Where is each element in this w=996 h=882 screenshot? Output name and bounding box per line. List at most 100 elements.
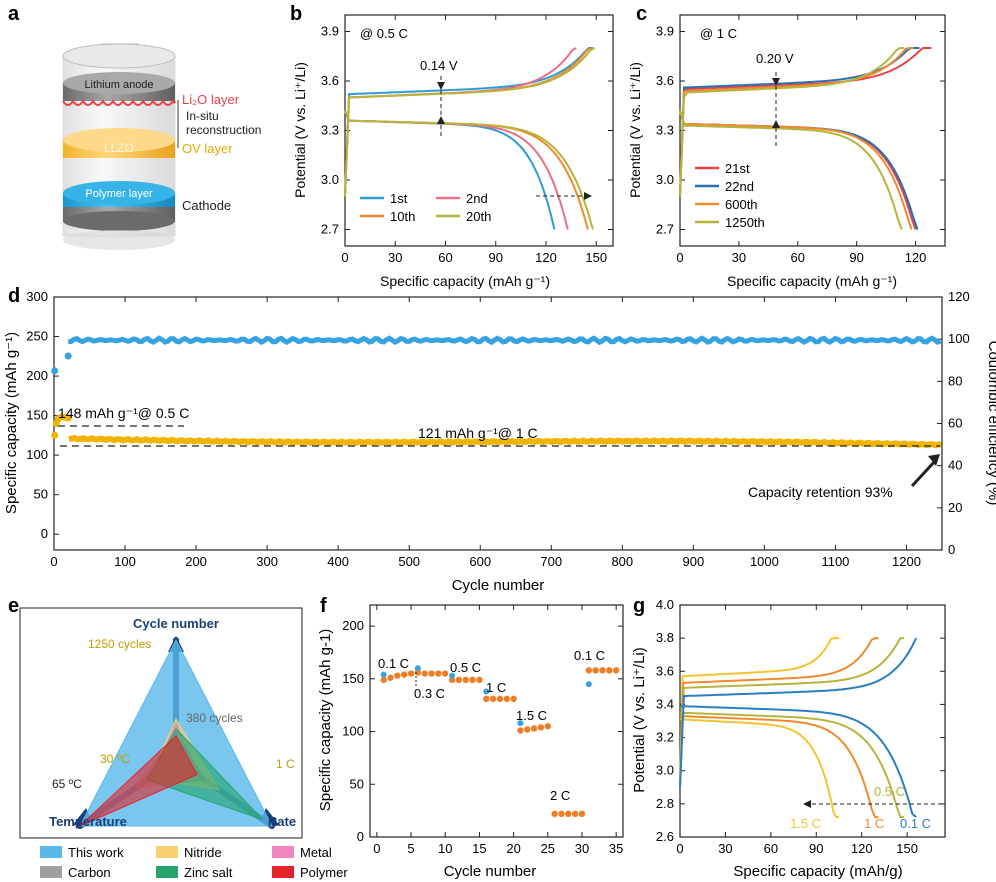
llzo-label: LLZO <box>104 141 134 155</box>
legend-swatch-Carbon <box>40 866 62 878</box>
y-tick-label: 3.6 <box>656 663 674 678</box>
x-tick-label: 10 <box>438 841 452 856</box>
legend-label: Zinc salt <box>184 865 233 880</box>
rate-capacity-point <box>414 669 422 676</box>
polymer-label: Polymer layer <box>85 188 153 200</box>
ann-retention: Capacity retention 93% <box>748 484 893 500</box>
y-tick-label: 0 <box>41 526 48 541</box>
panel-b: b 0 30 60 90 120 150 2.7 3.0 3.3 3.6 3.9 @ 0.5 C 0… <box>290 3 614 289</box>
series-label-1.5 C: 1.5 C <box>790 816 821 831</box>
discharge-curve-0.5 C <box>679 711 905 819</box>
insitu-label-2: reconstruction <box>186 123 261 137</box>
discharge-curve-20th <box>344 110 594 230</box>
discharge-curve-1.5 C <box>679 718 839 819</box>
x-tick-label: 90 <box>809 841 823 856</box>
y-tick-label: 3.0 <box>656 172 674 187</box>
charge-curve-0.1 C <box>679 637 918 788</box>
y-tick-label: 2.7 <box>321 222 339 237</box>
xlabel-b: Specific capacity (mAh g⁻¹) <box>380 273 550 289</box>
y-tick-label: 3.6 <box>656 73 674 88</box>
series-label-1 C: 1 C <box>864 816 884 831</box>
rate-capacity-point <box>455 676 463 684</box>
x-tick-label: 0 <box>341 250 348 265</box>
charge-curve-20th <box>344 47 596 197</box>
legend-label: Metal <box>300 845 332 860</box>
x-tick-label: 1200 <box>892 554 921 569</box>
rate-label-1.5C: 1.5 C <box>516 708 547 723</box>
ylabel-c: Potential (V vs. Li⁺/Li) <box>627 62 643 198</box>
legend-b: 1st 2nd 10th 20th <box>360 191 491 224</box>
rate-efficiency-point <box>449 672 456 679</box>
curves-c <box>679 47 932 230</box>
x-tick-label: 500 <box>398 554 420 569</box>
y-tick-label-right: 20 <box>948 500 962 515</box>
rate-efficiency-point <box>414 665 421 672</box>
coulombic-efficiency-series <box>68 335 942 346</box>
plot-frame-d <box>53 296 943 551</box>
cathode-bottom <box>63 211 175 231</box>
rate-label-0.5C: 0.5 C <box>450 660 481 675</box>
x-tick-label: 600 <box>469 554 491 569</box>
legend-swatch-Polymer <box>272 866 294 878</box>
y-tick-label: 200 <box>342 618 364 633</box>
rate-label-1C: 1 C <box>486 680 506 695</box>
rate-capacity-point <box>599 667 606 674</box>
axis-ticks-c: 0 30 60 90 120 2.7 3.0 3.3 3.6 3.9 <box>656 15 945 265</box>
xlabel-g: Specific capacity (mAh/g) <box>733 863 902 880</box>
x-tick-label: 30 <box>718 841 732 856</box>
x-tick-label: 30 <box>575 841 589 856</box>
panel-e: e Cycle number Temperature Rate 1250 cyc… <box>8 595 348 880</box>
efficiency-point <box>64 352 72 360</box>
axis-rate: Rate <box>268 814 296 829</box>
ylabel-right-d: Coulombic efficiency (%) <box>985 341 996 506</box>
axis-temperature: Temperature <box>49 814 127 829</box>
ann-148: 148 mAh g⁻¹@ 0.5 C <box>58 405 189 421</box>
curves-b <box>344 47 596 230</box>
rate-capacity-point <box>407 670 415 677</box>
legend-label: Nitride <box>184 845 222 860</box>
efficiency-point <box>51 367 59 375</box>
y-tick-label: 50 <box>34 487 48 502</box>
rate-capacity-point <box>606 667 613 674</box>
legend-swatch-This work <box>40 846 62 858</box>
charge-curve-1250th <box>679 47 904 197</box>
tick-65-c: 65 ºC <box>52 777 82 791</box>
y-tick-label: 300 <box>26 289 48 304</box>
y-tick-label: 2.7 <box>656 222 674 237</box>
rate-capacity-point <box>462 676 469 684</box>
radar-chart <box>72 636 280 829</box>
ov-label: OV layer <box>182 141 233 156</box>
gap-arrow-top-b <box>437 82 445 90</box>
discharge-curve-1st <box>344 110 556 230</box>
x-tick-label: 35 <box>609 841 623 856</box>
plot-frame-g <box>679 604 946 838</box>
axis-ticks-d: 0 100 200 300 400 500 600 700 800 900 1000 1100 1200… <box>26 289 969 569</box>
y-tick-label: 3.0 <box>321 172 339 187</box>
legend-label: 10th <box>390 209 415 224</box>
y-tick-label: 3.4 <box>656 696 674 711</box>
y-tick-label-right: 120 <box>948 289 970 304</box>
legend-label: Polymer <box>300 865 348 880</box>
series-label-0.1 C: 0.1 C <box>900 816 931 831</box>
rate-capacity-point <box>503 695 510 703</box>
retention-arrow-head <box>928 454 940 466</box>
charge-curve-0.5 C <box>679 637 905 788</box>
rate-capacity-point <box>578 810 586 817</box>
rate-capacity-point <box>380 676 387 684</box>
y-tick-label-right: 100 <box>948 331 970 346</box>
rate-capacity-point <box>476 676 483 684</box>
x-tick-label: 90 <box>849 250 863 265</box>
panel-a-label: a <box>8 3 20 25</box>
x-tick-label: 900 <box>683 554 705 569</box>
plot-frame-f <box>369 604 624 838</box>
llzo-top <box>63 128 175 152</box>
x-tick-label: 120 <box>535 250 557 265</box>
radar-frame <box>19 607 303 839</box>
y-tick-label: 0 <box>357 829 364 844</box>
anode-label: Lithium anode <box>84 79 153 91</box>
x-tick-label: 300 <box>256 554 278 569</box>
y-tick-label: 3.9 <box>656 24 674 39</box>
cathode-label: Cathode <box>182 198 231 213</box>
x-tick-label: 60 <box>438 250 452 265</box>
